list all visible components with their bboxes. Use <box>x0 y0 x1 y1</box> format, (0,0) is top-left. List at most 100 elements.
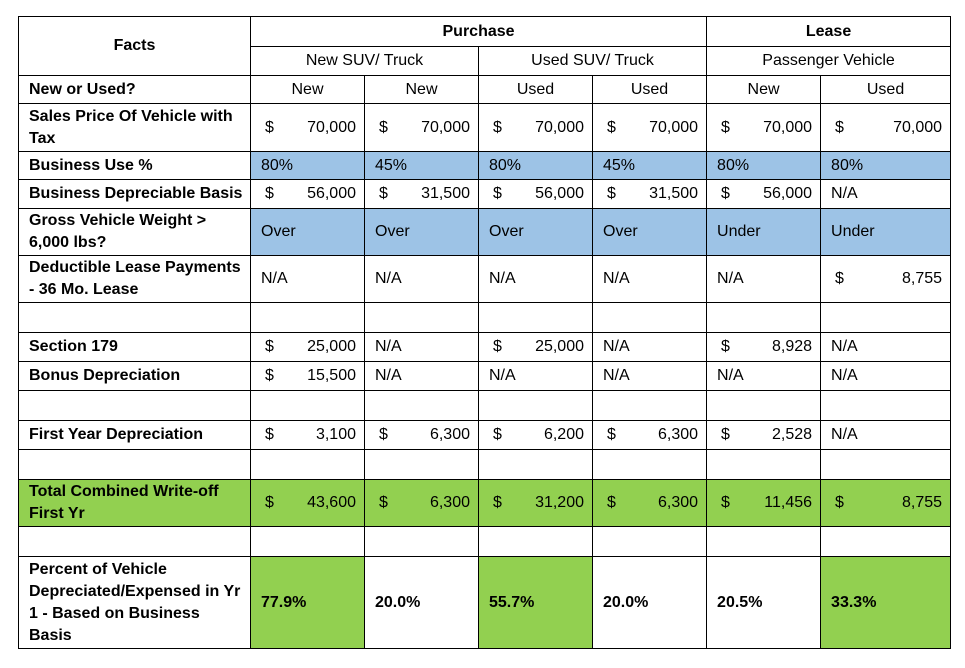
cell: N/A <box>364 255 479 303</box>
cell: N/A <box>591 332 708 362</box>
cell-value: 15,500 <box>307 367 356 384</box>
money-cell: $70,000 <box>364 103 479 152</box>
row-label: Business Use % <box>18 151 251 180</box>
row-label: New or Used? <box>18 75 251 104</box>
money-cell: $31,500 <box>364 179 479 209</box>
cell-value: 25,000 <box>307 338 356 355</box>
currency-symbol: $ <box>721 185 730 202</box>
currency-symbol: $ <box>493 118 502 136</box>
money-cell: $2,528 <box>706 420 822 450</box>
group-new-suv-truck: New SUV/ Truck <box>250 46 479 76</box>
money-cell: $6,300 <box>364 479 479 527</box>
money-cell: $25,000 <box>250 332 365 362</box>
money-cell: $70,000 <box>820 103 952 152</box>
cell-value: 8,755 <box>902 270 943 287</box>
row-depreciable-basis: Business Depreciable Basis $56,000 $31,5… <box>18 179 952 209</box>
cell: Under <box>706 208 822 256</box>
cell: 20.5% <box>706 556 822 649</box>
cell: 20.0% <box>591 556 708 649</box>
cell: Over <box>591 208 708 256</box>
cell-value: 8,928 <box>772 338 813 355</box>
cell-value: 6,300 <box>658 426 699 443</box>
money-cell: $8,755 <box>820 479 952 527</box>
money-cell: $6,300 <box>591 479 708 527</box>
row-label: Section 179 <box>18 332 251 362</box>
currency-symbol: $ <box>721 118 730 136</box>
currency-symbol: $ <box>379 494 388 511</box>
cell: 77.9% <box>250 556 365 649</box>
cell-value: 8,755 <box>902 494 943 511</box>
cell-value: 70,000 <box>421 118 470 136</box>
currency-symbol: $ <box>265 338 274 355</box>
cell-value: 56,000 <box>763 185 813 202</box>
row-sales-price: Sales Price Of Vehicle with Tax $70,000 … <box>18 103 952 152</box>
money-cell: $31,200 <box>478 479 593 527</box>
row-business-use: Business Use % 80% 45% 80% 45% 80% 80% <box>18 151 952 180</box>
cell: N/A <box>250 255 365 303</box>
money-cell: $70,000 <box>591 103 708 152</box>
currency-symbol: $ <box>607 426 616 443</box>
row-label: First Year Depreciation <box>18 420 251 450</box>
cell-value: 6,200 <box>543 426 584 443</box>
currency-symbol: $ <box>379 185 388 202</box>
cell-value: 43,600 <box>307 494 356 511</box>
cell: New <box>250 75 365 104</box>
currency-symbol: $ <box>607 118 616 136</box>
cell: N/A <box>591 361 708 391</box>
cell-value: 70,000 <box>535 118 584 136</box>
cell-value: 70,000 <box>307 118 356 136</box>
cell: 20.0% <box>364 556 479 649</box>
cell-value: 31,500 <box>421 185 470 202</box>
currency-symbol: $ <box>493 494 502 511</box>
cell: N/A <box>820 179 952 209</box>
currency-symbol: $ <box>493 338 502 355</box>
money-cell: $11,456 <box>706 479 822 527</box>
cell: Used <box>820 75 952 104</box>
cell-value: 3,100 <box>315 426 356 443</box>
money-cell: $43,600 <box>250 479 365 527</box>
money-cell: $70,000 <box>706 103 822 152</box>
cell-value: 6,300 <box>658 494 699 511</box>
cell-value: 2,528 <box>772 426 813 443</box>
money-cell: $56,000 <box>478 179 593 209</box>
vehicle-deduction-table: Facts Purchase Lease New SUV/ Truck Used… <box>18 16 952 649</box>
currency-symbol: $ <box>835 494 844 511</box>
money-cell: $3,100 <box>250 420 365 450</box>
currency-symbol: $ <box>607 185 616 202</box>
currency-symbol: $ <box>379 118 388 136</box>
group-used-suv-truck: Used SUV/ Truck <box>477 46 708 76</box>
row-new-or-used: New or Used? New New Used Used New Used <box>18 75 952 104</box>
cell: 33.3% <box>820 556 952 649</box>
cell: New <box>364 75 479 104</box>
row-gross-vehicle-weight: Gross Vehicle Weight > 6,000 lbs? Over O… <box>18 208 952 256</box>
cell: N/A <box>478 361 593 391</box>
cell-value: 11,456 <box>764 494 813 511</box>
cell: N/A <box>364 332 479 362</box>
currency-symbol: $ <box>835 270 844 287</box>
currency-symbol: $ <box>265 494 274 511</box>
spacer-row <box>18 302 952 333</box>
cell: Over <box>478 208 593 256</box>
currency-symbol: $ <box>835 118 844 136</box>
lease-header: Lease <box>706 16 952 47</box>
cell: N/A <box>820 332 952 362</box>
money-cell: $70,000 <box>478 103 593 152</box>
currency-symbol: $ <box>379 426 388 443</box>
cell: N/A <box>591 255 708 303</box>
money-cell: $8,755 <box>820 255 952 303</box>
cell-value: 70,000 <box>763 118 813 136</box>
row-label: Business Depreciable Basis <box>18 179 251 209</box>
cell-value: 25,000 <box>535 338 584 355</box>
cell: 45% <box>591 151 708 180</box>
money-cell: $6,200 <box>478 420 593 450</box>
currency-symbol: $ <box>265 118 274 136</box>
cell: 45% <box>364 151 479 180</box>
cell: N/A <box>820 361 952 391</box>
cell: N/A <box>706 361 822 391</box>
cell: 80% <box>478 151 593 180</box>
cell-value: 56,000 <box>535 185 584 202</box>
cell: 80% <box>706 151 822 180</box>
row-label: Total Combined Write-off First Yr <box>18 479 251 527</box>
currency-symbol: $ <box>265 185 274 202</box>
money-cell: $15,500 <box>250 361 365 391</box>
